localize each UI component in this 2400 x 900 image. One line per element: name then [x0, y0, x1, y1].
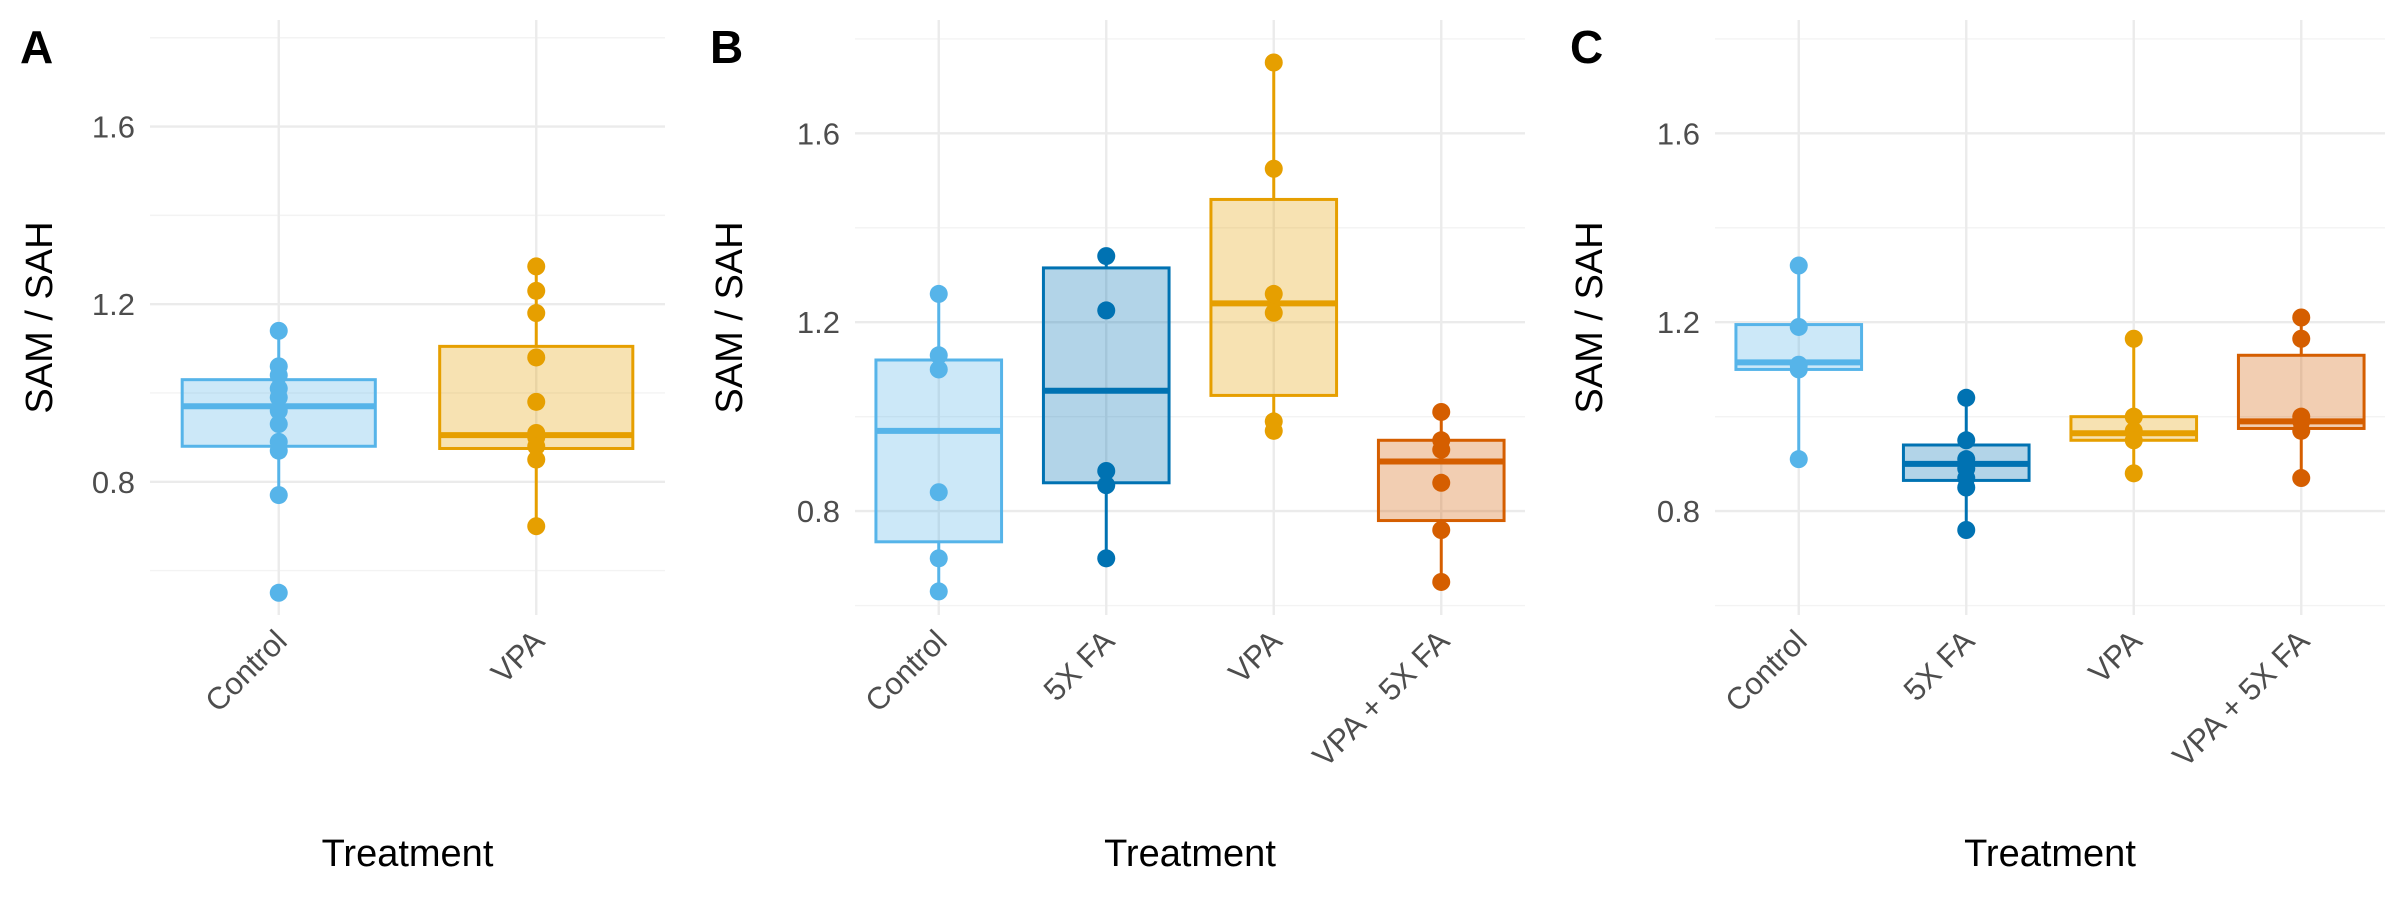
x-tick-label: VPA + 5X FA — [1306, 623, 1457, 774]
x-tick-label: Control — [1718, 623, 1813, 718]
x-tick-label: VPA + 5X FA — [2166, 623, 2317, 774]
y-tick-label: 1.6 — [1657, 116, 1700, 151]
y-tick-label: 1.2 — [797, 305, 840, 340]
y-tick-label: 0.8 — [797, 494, 840, 529]
data-point — [1097, 461, 1116, 480]
data-point — [269, 366, 288, 385]
data-point — [269, 486, 288, 505]
data-point — [269, 415, 288, 434]
data-point — [1957, 431, 1976, 450]
x-tick-label: VPA — [484, 623, 551, 690]
panel-B: 0.8 1.2 1.6 Control 5X FA VPA VPA + 5X FA Treat… — [709, 20, 1525, 875]
data-point — [269, 583, 288, 602]
data-point — [1432, 402, 1451, 421]
x-axis-title: Treatment — [1104, 833, 1276, 875]
data-point — [527, 392, 546, 411]
y-tick-label: 0.8 — [1657, 494, 1700, 529]
panel-A: 0.8 1.2 1.6 Control VPA Treatment SAM / SAH A — [19, 20, 665, 875]
data-point — [1264, 53, 1283, 72]
data-point — [1264, 421, 1283, 440]
data-point — [1957, 521, 1976, 539]
data-point — [527, 281, 546, 300]
data-point — [1264, 303, 1283, 322]
panel-C: 0.8 1.2 1.6 Control 5X FA VPA VPA + 5X FA Treat… — [1569, 20, 2385, 875]
y-tick-label: 1.2 — [92, 287, 135, 322]
y-tick-label: 1.6 — [92, 110, 135, 145]
data-point — [1789, 450, 1808, 469]
x-axis-title: Treatment — [1964, 833, 2136, 875]
data-point — [2124, 329, 2143, 348]
y-axis-title: SAM / SAH — [19, 221, 61, 413]
data-point — [1432, 440, 1451, 459]
data-point — [2124, 407, 2143, 426]
data-point — [2292, 421, 2311, 440]
x-tick-label: Control — [858, 623, 953, 718]
data-point — [1957, 388, 1976, 407]
data-point — [2292, 308, 2311, 327]
data-point — [527, 348, 546, 367]
data-point — [527, 437, 546, 456]
panel-letter: C — [1570, 21, 1603, 73]
x-tick-label: VPA — [2082, 623, 2149, 690]
data-point — [929, 346, 948, 365]
x-tick-label: VPA — [1222, 623, 1289, 690]
data-point — [527, 450, 546, 469]
y-tick-label: 1.2 — [1657, 305, 1700, 340]
data-point — [2292, 329, 2311, 348]
data-point — [929, 483, 948, 502]
data-point — [1097, 247, 1116, 266]
data-point — [1432, 521, 1451, 539]
data-point — [527, 517, 546, 536]
data-point — [1432, 473, 1451, 492]
x-tick-label: 5X FA — [1037, 623, 1122, 708]
data-point — [1789, 256, 1808, 275]
data-point — [269, 388, 288, 407]
box-control — [874, 358, 1004, 544]
data-point — [1097, 301, 1116, 320]
data-point — [1789, 360, 1808, 379]
data-point — [2124, 431, 2143, 450]
y-tick-label: 0.8 — [92, 465, 135, 500]
data-point — [2292, 469, 2311, 488]
data-point — [1097, 476, 1116, 495]
y-axis-title: SAM / SAH — [709, 221, 751, 413]
data-point — [527, 257, 546, 276]
data-point — [1264, 159, 1283, 178]
data-point — [929, 549, 948, 568]
data-point — [269, 401, 288, 420]
panel-letter: B — [710, 21, 743, 73]
data-point — [1097, 549, 1116, 568]
y-axis-title: SAM / SAH — [1569, 221, 1611, 413]
data-point — [1789, 317, 1808, 336]
x-axis-title: Treatment — [322, 833, 494, 875]
data-point — [269, 321, 288, 340]
x-tick-label: 5X FA — [1897, 623, 1982, 708]
data-point — [1957, 478, 1976, 497]
y-tick-label: 1.6 — [797, 116, 840, 151]
data-point — [527, 304, 546, 323]
data-point — [929, 284, 948, 303]
data-point — [1264, 284, 1283, 303]
panel-letter: A — [20, 21, 53, 73]
box-5x-fa — [1041, 266, 1171, 485]
data-point — [929, 582, 948, 601]
x-tick-label: Control — [198, 623, 293, 718]
data-point — [929, 360, 948, 379]
data-point — [2124, 464, 2143, 483]
data-point — [269, 441, 288, 460]
data-point — [1432, 572, 1451, 591]
